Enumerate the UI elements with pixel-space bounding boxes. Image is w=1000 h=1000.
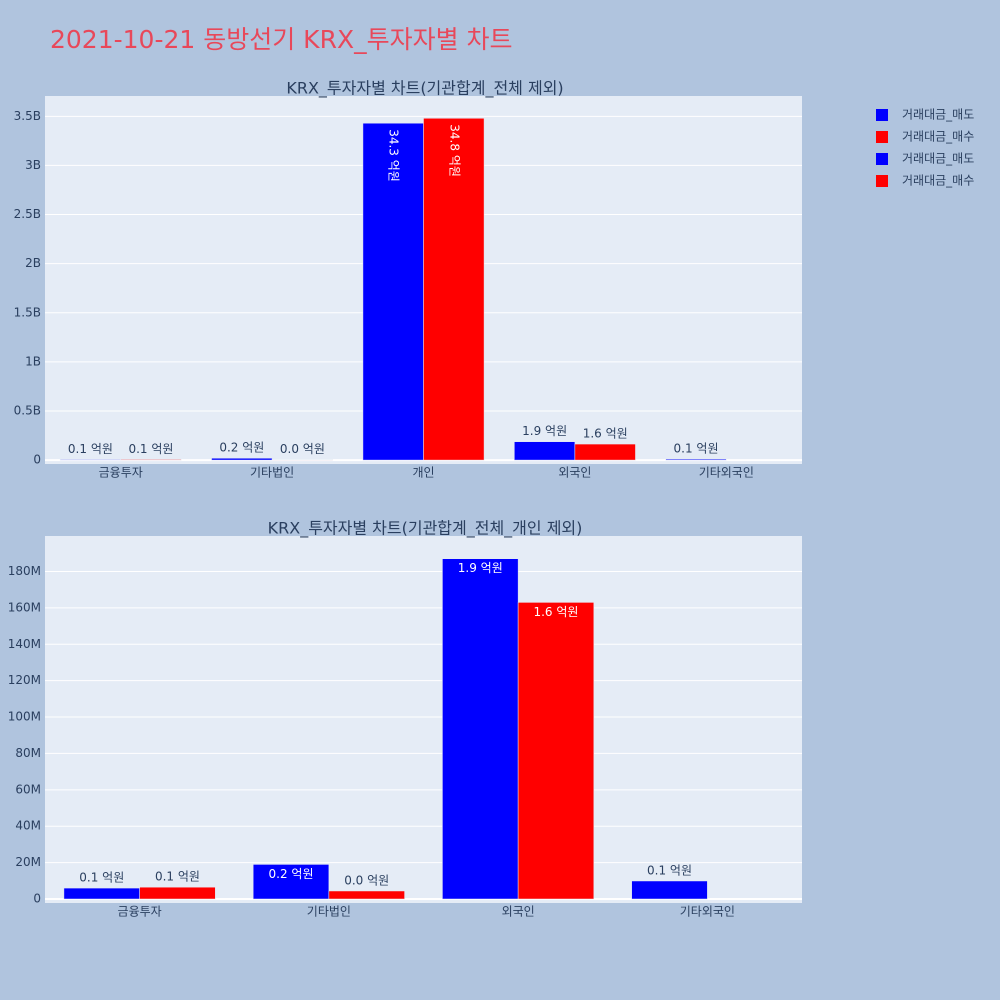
x-tick-label: 외국인 [558, 466, 591, 480]
y-tick-label: 60M [15, 782, 41, 796]
bar [211, 457, 273, 461]
value-label: 1.6 억원 [533, 605, 578, 619]
y-tick-label: 2.5B [14, 207, 41, 221]
value-label: 1.9 억원 [458, 561, 503, 575]
x-tick-label: 기타법인 [250, 466, 294, 480]
legend-label: 거래대금_매도 [902, 108, 974, 122]
legend-label: 거래대금_매도 [902, 152, 974, 166]
page-title: 2021-10-21 동방선기 KRX_투자자별 차트 [50, 25, 513, 54]
value-label: 0.2 억원 [269, 867, 314, 881]
value-label: 0.1 억원 [647, 863, 692, 877]
legend-swatch [876, 153, 888, 165]
legend-swatch [876, 175, 888, 187]
x-tick-label: 개인 [412, 466, 434, 480]
x-tick-label: 기타외국인 [699, 466, 754, 480]
y-tick-label: 0.5B [14, 403, 41, 417]
value-label: 1.9 억원 [522, 424, 567, 438]
y-tick-label: 0 [33, 453, 41, 467]
bar [442, 558, 519, 900]
y-tick-label: 120M [8, 673, 41, 687]
y-tick-label: 0 [33, 891, 41, 905]
x-tick-label: 금융투자 [99, 466, 143, 480]
y-tick-label: 40M [15, 819, 41, 833]
value-label: 0.2 억원 [219, 441, 264, 455]
y-tick-label: 140M [8, 637, 41, 651]
bar [631, 880, 708, 900]
value-label: 1.6 억원 [583, 427, 628, 441]
bar [514, 441, 576, 461]
legend-label: 거래대금_매수 [902, 130, 974, 144]
value-label: 0.0 억원 [344, 873, 389, 887]
bar [63, 887, 140, 900]
value-label: 34.3 억원 [387, 129, 401, 182]
legend-swatch [876, 131, 888, 143]
value-label: 0.1 억원 [674, 442, 719, 456]
bar [574, 443, 636, 461]
plot-area [45, 536, 802, 903]
chart-title: KRX_투자자별 차트(기관합계_전체_개인 제외) [268, 519, 583, 539]
legend-swatch [876, 109, 888, 121]
x-tick-label: 기타법인 [307, 905, 351, 919]
bar [139, 886, 216, 900]
bar [362, 122, 424, 461]
y-tick-label: 100M [8, 710, 41, 724]
bar [517, 602, 595, 900]
y-tick-label: 1.5B [14, 305, 41, 319]
value-label: 0.1 억원 [79, 871, 124, 885]
legend-label: 거래대금_매수 [902, 174, 974, 188]
value-label: 0.1 억원 [155, 870, 200, 884]
value-label: 34.8 억원 [447, 124, 461, 177]
y-tick-label: 2B [25, 256, 41, 270]
bar [59, 459, 121, 461]
y-tick-label: 1B [25, 354, 41, 368]
bar [665, 458, 727, 461]
bar [252, 864, 330, 900]
value-label: 0.1 억원 [68, 442, 113, 456]
y-tick-label: 160M [8, 600, 41, 614]
value-label: 0.0 억원 [280, 442, 325, 456]
x-tick-label: 금융투자 [118, 905, 162, 919]
x-tick-label: 기타외국인 [680, 905, 735, 919]
x-tick-label: 외국인 [502, 905, 535, 919]
bar [423, 118, 485, 461]
y-tick-label: 3.5B [14, 109, 41, 123]
y-tick-label: 80M [15, 746, 41, 760]
value-label: 0.1 억원 [128, 442, 173, 456]
bar [120, 459, 182, 461]
y-tick-label: 3B [25, 158, 41, 172]
bar [328, 890, 405, 900]
y-tick-label: 180M [8, 564, 41, 578]
y-tick-label: 20M [15, 855, 41, 869]
chart-title: KRX_투자자별 차트(기관합계_전체 제외) [286, 79, 563, 99]
